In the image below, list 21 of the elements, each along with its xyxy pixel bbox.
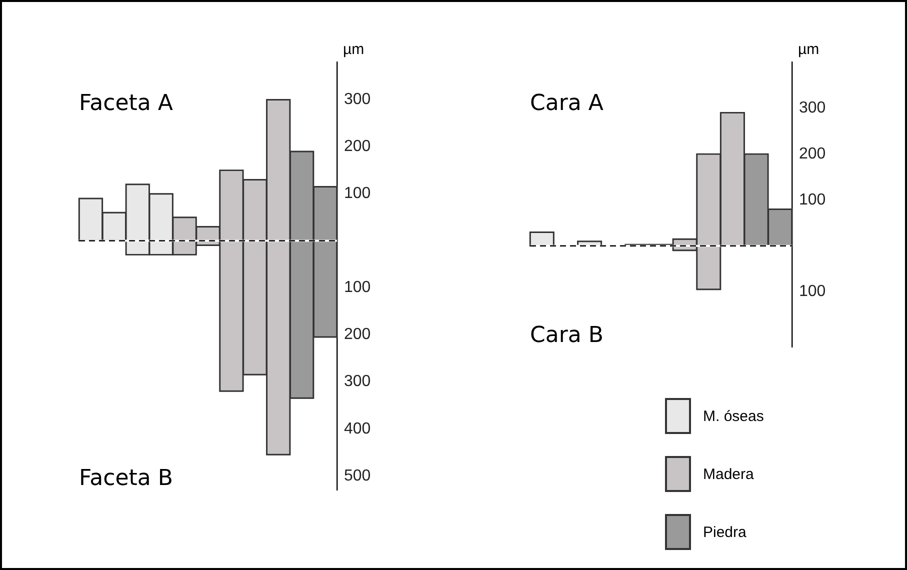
legend-label: Piedra xyxy=(703,524,746,540)
annotation: Faceta B xyxy=(79,466,173,491)
y-tick-label: 100 xyxy=(344,185,371,202)
y-tick-label: 100 xyxy=(799,283,826,300)
y-tick-label: 200 xyxy=(344,326,371,344)
y-tick-label: 100 xyxy=(344,279,371,296)
y-tick-label: 300 xyxy=(799,99,826,116)
annotation: Faceta A xyxy=(79,91,173,116)
annotation: Cara B xyxy=(530,323,604,348)
y-tick-label: 200 xyxy=(799,145,826,162)
legend-label: Madera xyxy=(703,466,754,482)
y-axis-title: µm xyxy=(343,41,364,58)
y-tick-label: 400 xyxy=(344,420,371,438)
legend-label: M. óseas xyxy=(703,408,764,424)
annotation: Cara A xyxy=(530,91,604,116)
y-tick-label: 100 xyxy=(799,191,826,208)
y-axis-title: µm xyxy=(798,41,820,58)
y-tick-label: 200 xyxy=(344,138,371,156)
y-tick-label: 500 xyxy=(344,467,371,484)
y-tick-label: 300 xyxy=(344,373,371,390)
y-tick-label: 300 xyxy=(344,91,371,108)
